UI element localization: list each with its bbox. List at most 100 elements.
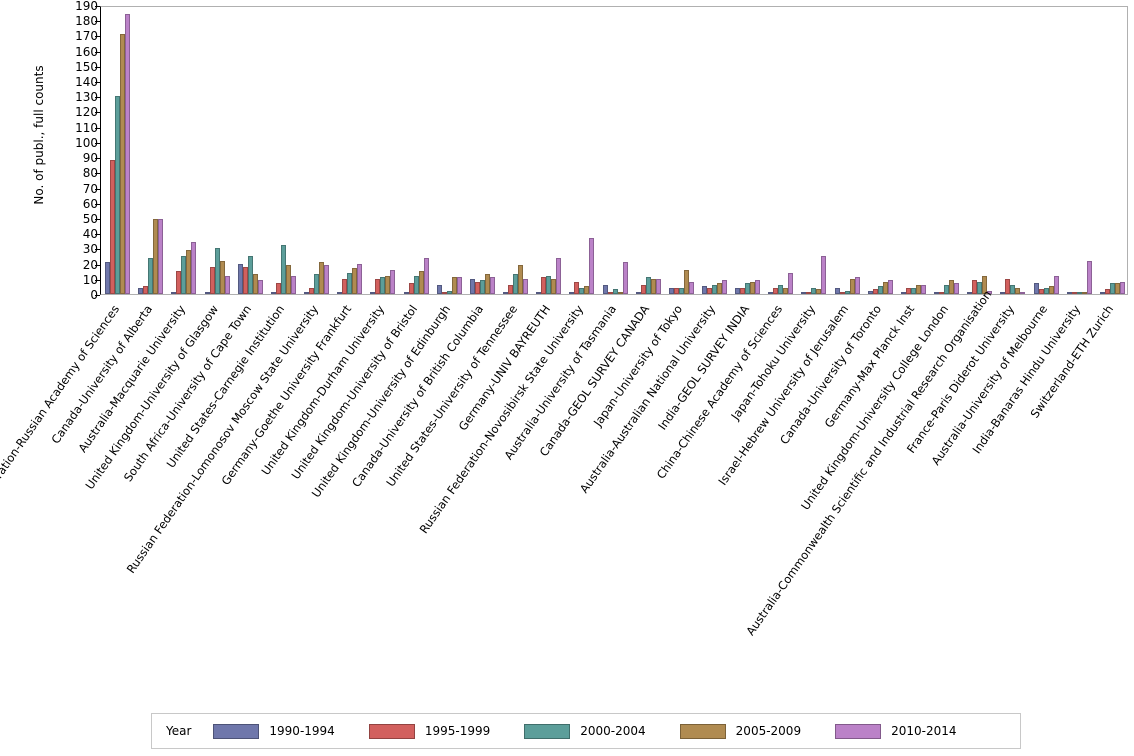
bar-group: [370, 7, 396, 294]
bar: [972, 280, 978, 294]
y-axis-tick-label: 80: [82, 166, 98, 181]
bar: [237, 263, 243, 294]
x-axis-tick-label: India-GEOL SURVEY INDIA: [654, 302, 752, 433]
bar: [755, 280, 761, 294]
bar-group: [967, 7, 993, 294]
bar: [418, 271, 424, 294]
bar: [270, 292, 276, 294]
x-axis-tick-label: Russian Federation-Novosibirsk State Uni…: [416, 302, 586, 537]
y-axis-tick-mark: [95, 234, 100, 236]
y-axis-tick-mark: [95, 249, 100, 251]
bar: [556, 257, 562, 294]
bar: [224, 275, 230, 294]
legend-item[interactable]: 2000-2004: [524, 723, 646, 739]
y-axis-tick-mark: [95, 127, 100, 129]
bar: [617, 292, 623, 294]
bar: [816, 289, 822, 294]
bar: [403, 292, 409, 294]
bar: [115, 96, 121, 294]
bar-group: [934, 7, 960, 294]
bar-group: [801, 7, 827, 294]
y-axis-tick-mark: [95, 6, 100, 7]
legend-label: 1995-1999: [424, 724, 491, 738]
legend: Year 1990-1994 1995-1999 2000-2004 2005-200…: [151, 713, 1021, 749]
bar-group: [304, 7, 330, 294]
bar: [337, 292, 343, 294]
bar: [158, 219, 164, 294]
y-axis-tick-mark: [95, 82, 100, 84]
bar: [508, 284, 514, 294]
bar-group: [270, 7, 296, 294]
bar: [125, 14, 131, 294]
bar: [706, 287, 712, 294]
y-axis-tick-mark: [95, 51, 100, 53]
bar: [811, 287, 817, 294]
y-axis-tick-mark: [95, 66, 100, 68]
legend-item[interactable]: 1995-1999: [368, 723, 491, 739]
bar: [569, 292, 575, 294]
bar-group: [469, 7, 495, 294]
plot-area: [100, 6, 1128, 295]
bar-group: [503, 7, 529, 294]
bar-group: [403, 7, 429, 294]
bar: [546, 275, 552, 294]
bar: [541, 277, 547, 294]
bar-group: [834, 7, 860, 294]
bar: [716, 283, 722, 294]
bar: [872, 289, 878, 294]
y-axis-tick-label: 130: [75, 90, 98, 105]
bar: [711, 284, 717, 294]
bar: [551, 278, 557, 294]
bar: [474, 281, 480, 294]
y-axis-tick-label: 60: [82, 196, 98, 211]
bar: [579, 287, 585, 294]
bar: [783, 287, 789, 294]
bar-group: [900, 7, 926, 294]
bar: [523, 278, 529, 294]
bar: [314, 274, 320, 294]
bar: [750, 281, 756, 294]
bar: [949, 280, 955, 294]
legend-item[interactable]: 1990-1994: [213, 723, 335, 739]
y-axis-tick-label: 160: [75, 44, 98, 59]
x-axis-tick-label: Japan-Tohoku University: [728, 302, 819, 423]
bar: [352, 268, 358, 294]
bar: [934, 292, 940, 294]
bar: [982, 275, 988, 294]
bar: [1076, 292, 1082, 294]
bar: [1000, 292, 1006, 294]
bar: [171, 292, 177, 294]
bar: [849, 278, 855, 294]
bar-group: [701, 7, 727, 294]
bar: [176, 271, 182, 294]
bar: [413, 275, 419, 294]
bar: [745, 283, 751, 294]
bar: [768, 292, 774, 294]
y-axis-tick-mark: [95, 295, 100, 296]
bar-group: [602, 7, 628, 294]
bar: [954, 283, 960, 294]
y-axis-tick-mark: [95, 218, 100, 220]
bar: [584, 286, 590, 294]
legend-swatch: [213, 723, 260, 739]
bar: [701, 286, 707, 294]
bar: [920, 284, 926, 294]
bar-group: [735, 7, 761, 294]
bar: [469, 278, 475, 294]
bar: [1053, 275, 1059, 294]
x-axis-tick-label: Australia-University of Melbourne: [928, 302, 1051, 468]
bar: [1043, 287, 1049, 294]
x-axis-tick-label: Russian Federation-Lomonosov Moscow Stat…: [123, 302, 321, 576]
y-axis-tick-label: 50: [82, 211, 98, 226]
x-axis-tick-label: United Kingdom-University of Edinburgh: [308, 302, 454, 501]
bar: [219, 260, 225, 294]
bar-group: [569, 7, 595, 294]
bar: [186, 249, 192, 294]
legend-item[interactable]: 2010-2014: [835, 723, 957, 739]
legend-swatch: [679, 723, 726, 739]
bar-group: [1033, 7, 1059, 294]
legend-item[interactable]: 2005-2009: [679, 723, 801, 739]
x-axis-tick-label: Australia-Macquarie University: [75, 302, 189, 456]
y-axis-tick-label: 0: [34, 289, 98, 301]
bar: [900, 292, 906, 294]
